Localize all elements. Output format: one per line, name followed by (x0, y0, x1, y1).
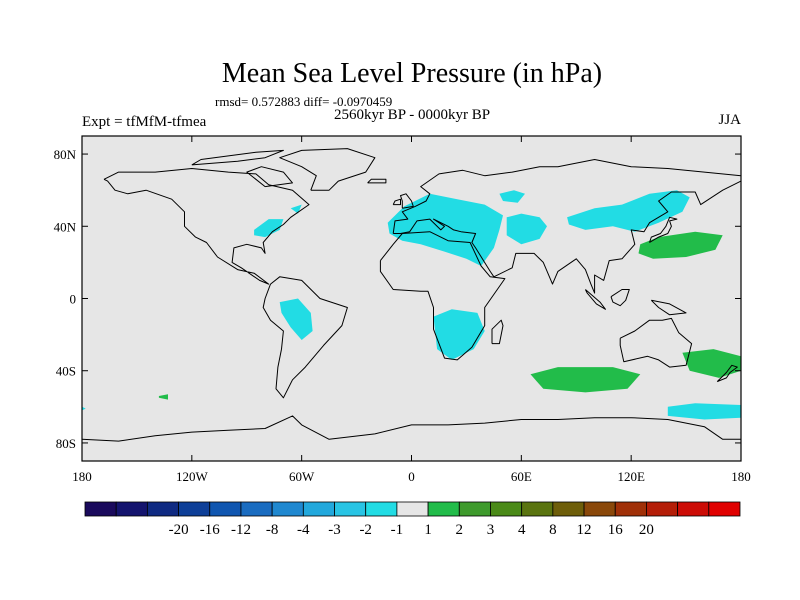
region-tasman-sea (682, 349, 741, 378)
coastlines (81, 148, 742, 442)
y-tick-label: 40N (54, 219, 77, 234)
colorbar-swatch (552, 501, 585, 517)
region-antarctic-coast (667, 403, 741, 420)
y-tick-label: 80N (54, 147, 77, 162)
colorbar-swatch (677, 501, 710, 517)
x-tick-label: 60W (289, 469, 315, 484)
coastline-sumatra (584, 289, 606, 310)
colorbar-swatch (334, 501, 367, 517)
region-north-america-east (254, 219, 284, 238)
colorbar-label: 2 (456, 522, 464, 538)
coastline-arctic-islands (191, 149, 284, 166)
colorbar-label: -4 (297, 522, 310, 538)
coastline-iceland (367, 178, 387, 184)
colorbar-label: -3 (328, 522, 341, 538)
colorbar-label: 8 (549, 522, 557, 538)
colorbar-label: 1 (424, 522, 432, 538)
x-tick-label: 180 (731, 469, 751, 484)
stats-line: rmsd= 0.572883 diff= -0.0970459 (215, 94, 392, 109)
coastline-british-isles (400, 193, 414, 209)
region-south-pacific-blip (158, 394, 168, 400)
colorbar-label: -8 (266, 522, 279, 538)
colorbar-swatch (146, 501, 179, 517)
x-axis: 180 120W 60W 0 60E 120E 180 (72, 136, 751, 484)
coastline-madagascar (491, 319, 504, 345)
season-label: JJA (718, 112, 741, 128)
coastline-new-zealand (716, 364, 738, 383)
region-south-indian-ocean (530, 367, 641, 393)
region-west-pacific-high (638, 231, 723, 259)
colorbar-label: -20 (169, 522, 189, 538)
colorbar-swatch (209, 501, 242, 517)
colorbar-label: -2 (359, 522, 372, 538)
chart-title: Mean Sea Level Pressure (in hPa) (222, 58, 602, 89)
coastline-australia (619, 317, 693, 368)
coastline-south-america (262, 276, 348, 399)
experiment-label: Expt = tfMfM-tfmea (82, 114, 207, 130)
colorbar-swatch (427, 501, 460, 517)
region-siberia (499, 190, 525, 203)
colorbar-swatch (240, 501, 273, 517)
coastline-new-guinea (650, 299, 687, 316)
coastline-ireland (392, 198, 401, 206)
colorbar-swatch (708, 501, 741, 517)
colorbar-label: 3 (487, 522, 495, 538)
y-axis: 80N 40N 0 40S 80S (54, 147, 741, 451)
colorbar-label: 20 (639, 522, 654, 538)
colorbar-label: 12 (577, 522, 592, 538)
region-black-sea-north (466, 208, 492, 223)
x-tick-label: 60E (511, 469, 532, 484)
colorbar-swatch (458, 501, 491, 517)
coastline-baffin (246, 166, 293, 188)
chart-subtitle: 2560kyr BP - 0000kyr BP (334, 107, 490, 123)
colorbar-swatch (271, 501, 304, 517)
y-tick-label: 80S (56, 436, 76, 451)
colorbar-swatch (302, 501, 335, 517)
coastline-borneo (610, 289, 630, 307)
y-tick-label: 0 (70, 292, 77, 307)
coastline-antarctica (81, 415, 741, 442)
coastline-africa (379, 231, 506, 361)
colorbar-label: 16 (608, 522, 624, 538)
map-background (81, 135, 742, 462)
region-central-asia (506, 213, 547, 245)
coastline-north-america (103, 168, 310, 285)
colorbar-label: -1 (391, 522, 404, 538)
colorbar-swatch (365, 501, 398, 517)
region-west-edge-blip (82, 406, 86, 411)
colorbar-label: -16 (200, 522, 220, 538)
coastline-japan (649, 216, 678, 243)
region-south-america-interior (279, 298, 313, 340)
x-tick-label: 180 (72, 469, 92, 484)
colorbar-swatch (614, 501, 647, 517)
colorbar-swatch (521, 501, 554, 517)
colorbar-swatch (178, 501, 211, 517)
y-tick-label: 40S (56, 364, 76, 379)
colorbar-swatch (115, 501, 148, 517)
coastline-eurasia (392, 159, 742, 294)
colorbar-swatch (646, 501, 679, 517)
colorbar-label: -12 (231, 522, 251, 538)
colorbar-swatch (84, 501, 117, 517)
x-tick-label: 120W (176, 469, 209, 484)
x-tick-label: 0 (408, 469, 415, 484)
colorbar-swatch (396, 501, 429, 517)
x-tick-label: 120E (617, 469, 645, 484)
colorbar-label: 4 (518, 522, 526, 538)
colorbar-swatch (583, 501, 616, 517)
colorbar: -20 -16 -12 -8 -4 -3 -2 -1 1 2 3 4 8 12 16 20 (84, 501, 741, 538)
coastline-greenland (279, 148, 376, 191)
colorbar-swatch (490, 501, 523, 517)
region-hudson-fragment (290, 204, 302, 214)
